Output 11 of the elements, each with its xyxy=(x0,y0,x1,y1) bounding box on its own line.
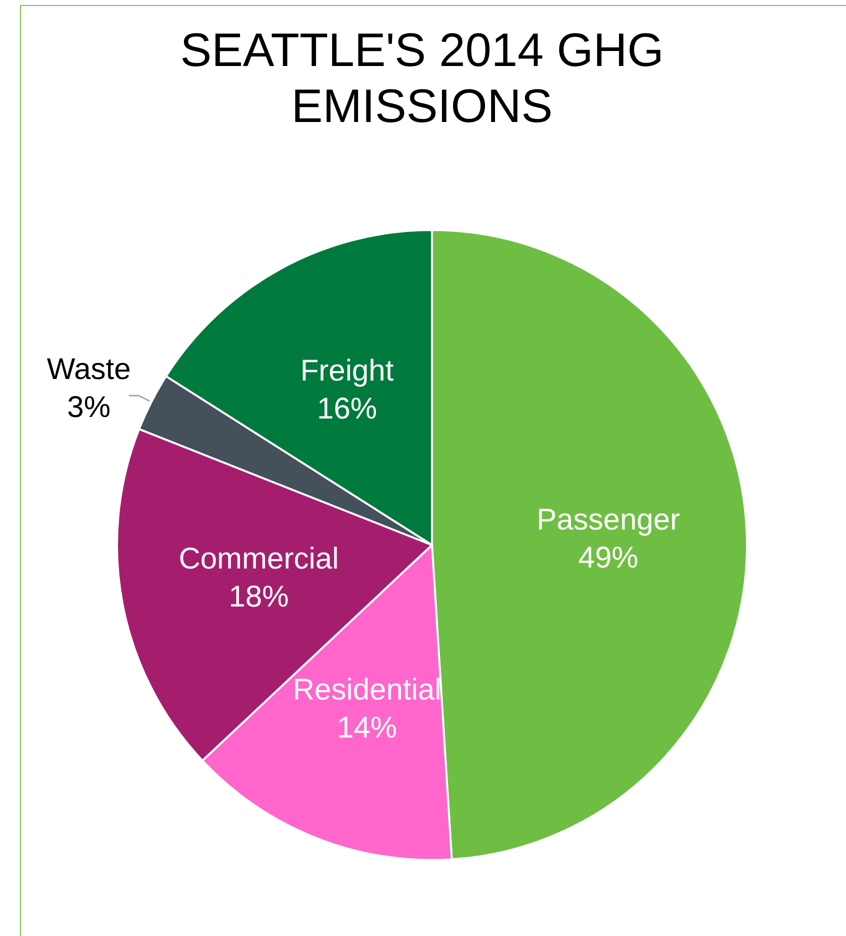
chart-title: SEATTLE'S 2014 GHG EMISSIONS xyxy=(179,22,665,134)
data-label: 3% xyxy=(67,390,111,424)
data-label: 16% xyxy=(316,392,378,426)
slice-label: Passenger xyxy=(536,504,680,537)
slice-label: Waste xyxy=(46,352,131,386)
slice-label: Freight xyxy=(300,354,394,388)
slice-label: Commercial xyxy=(178,542,339,576)
data-label: 49% xyxy=(578,542,638,575)
data-label: 18% xyxy=(228,580,289,614)
data-label: 14% xyxy=(337,711,398,744)
slice-label: Residential xyxy=(292,673,442,706)
